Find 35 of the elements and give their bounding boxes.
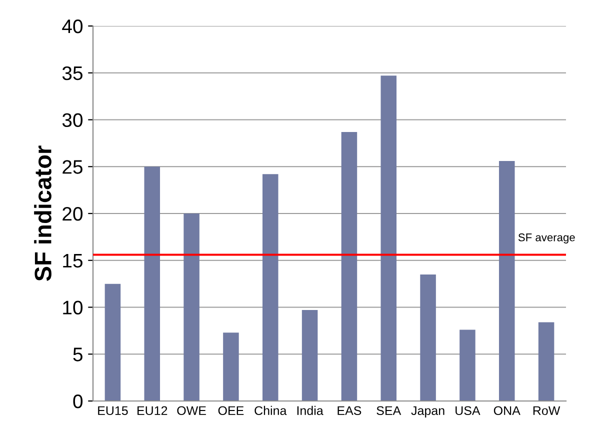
ref-line-label: SF average (518, 233, 575, 244)
x-tick-label: China (254, 406, 287, 416)
bar (460, 330, 476, 401)
x-tick-label: EAS (338, 406, 362, 416)
bar (144, 166, 160, 401)
x-tick-label: OEE (218, 406, 244, 416)
bar (420, 274, 436, 401)
y-tick-label: 30 (62, 113, 83, 127)
y-tick-label: 40 (62, 19, 83, 34)
x-tick-label: India (297, 406, 324, 416)
y-tick-label: 15 (63, 254, 82, 268)
y-axis-title: SF indicator (34, 146, 52, 282)
x-tick-label: OWE (177, 406, 206, 416)
bar (104, 284, 121, 401)
y-tick-label: 20 (62, 206, 83, 221)
y-tick-label: 10 (63, 300, 83, 314)
x-tick-label: ONA (494, 406, 520, 416)
bar (380, 76, 397, 401)
bar (262, 174, 278, 401)
x-tick-label: RoW (533, 406, 560, 416)
bar (538, 322, 554, 401)
y-tick-label: 35 (62, 66, 82, 80)
bar (302, 310, 318, 401)
x-tick-label: Japan (411, 406, 444, 418)
bar (498, 161, 515, 401)
x-tick-label: EU12 (138, 406, 168, 416)
bar (184, 214, 200, 401)
y-tick-label: 25 (62, 160, 82, 174)
x-tick-label: SEA (376, 406, 402, 416)
bar (223, 332, 239, 401)
x-tick-label: USA (456, 406, 480, 416)
y-tick-label: 0 (73, 394, 83, 408)
x-tick-label: EU15 (98, 406, 128, 416)
y-tick-label: 5 (73, 348, 82, 362)
bar (341, 132, 358, 401)
